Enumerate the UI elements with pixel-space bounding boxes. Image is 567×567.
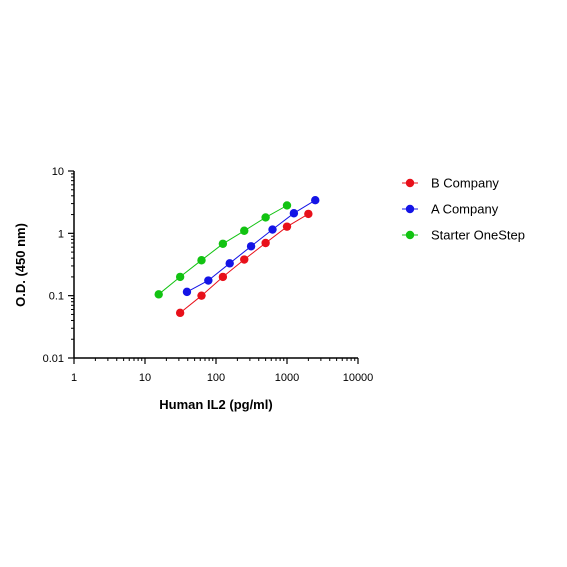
data-point [261, 238, 270, 248]
y-tick-label: 0.1 [49, 291, 64, 303]
data-point [218, 272, 228, 282]
x-tick-label: 10000 [343, 372, 374, 384]
legend-label: B Company [431, 176, 499, 191]
data-point [225, 259, 234, 268]
series-layer [154, 196, 320, 318]
x-tick-label: 100 [207, 372, 225, 384]
data-point [204, 276, 213, 285]
data-point [289, 209, 299, 218]
legend-marker [405, 178, 415, 188]
y-tick-label: 10 [52, 166, 64, 178]
x-tick-label: 1 [71, 372, 77, 384]
y-tick-label: 1 [58, 228, 64, 240]
series-1 [182, 196, 320, 297]
data-point [261, 213, 270, 222]
data-point [240, 226, 249, 235]
data-point [268, 225, 277, 234]
data-point [175, 272, 185, 282]
data-point [311, 196, 320, 205]
data-point [282, 201, 292, 210]
data-point [182, 287, 192, 297]
data-point [246, 242, 256, 251]
legend-label: A Company [431, 202, 499, 217]
data-point [197, 256, 206, 265]
data-point [282, 222, 292, 231]
legend: B Company A Company Starter OneStep [402, 176, 525, 243]
data-point [175, 308, 185, 318]
legend-label: Starter OneStep [431, 228, 525, 243]
legend-item: Starter OneStep [402, 228, 525, 243]
data-point [304, 209, 313, 219]
legend-item: B Company [402, 176, 499, 191]
legend-item: A Company [402, 202, 499, 217]
axes: 1 10 100 1000 10000 0.01 0.1 1 10 [43, 166, 374, 384]
data-point [218, 239, 228, 248]
series-0 [175, 209, 313, 318]
x-tick-label: 10 [139, 372, 151, 384]
legend-marker [405, 230, 415, 240]
x-axis-title: Human IL2 (pg/ml) [159, 397, 272, 412]
x-tick-label: 1000 [275, 372, 299, 384]
y-axis-title: O.D. (450 nm) [13, 223, 28, 307]
data-point [154, 290, 163, 299]
data-point [240, 255, 249, 264]
series-2 [154, 201, 292, 299]
y-tick-label: 0.01 [43, 353, 64, 365]
legend-marker [405, 204, 415, 214]
data-point [197, 291, 206, 300]
